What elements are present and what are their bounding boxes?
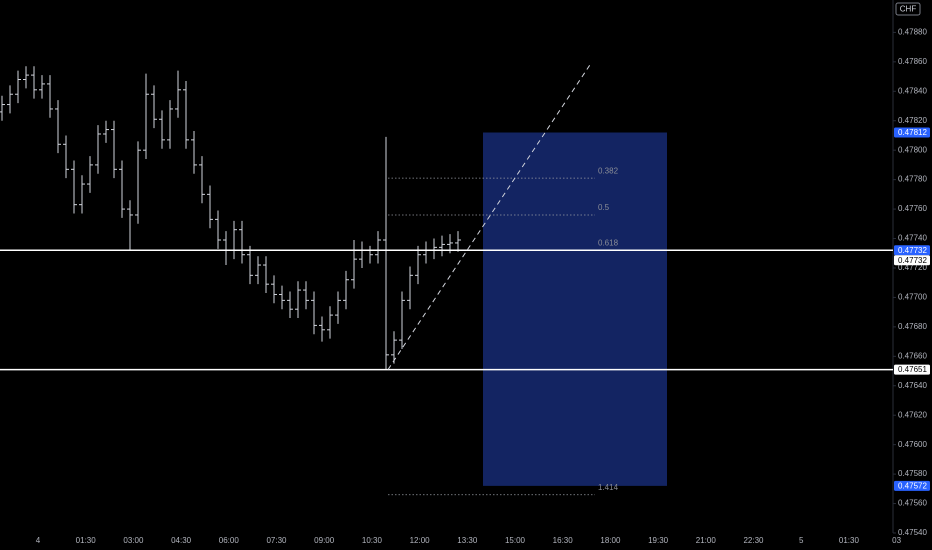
price-label-box	[894, 127, 930, 138]
y-tick-label: 0.47580	[898, 469, 927, 478]
x-tick-label: 10:30	[362, 536, 383, 545]
fib-label: 1.414	[598, 483, 619, 492]
x-tick-label: 18:00	[600, 536, 621, 545]
y-tick-label: 0.47680	[898, 322, 927, 331]
y-tick-label: 0.47660	[898, 351, 927, 360]
y-tick-label: 0.47760	[898, 204, 927, 213]
x-tick-label: 19:30	[648, 536, 669, 545]
currency[interactable]: CHF	[900, 5, 917, 14]
y-tick-label: 0.47720	[898, 263, 927, 272]
y-tick-label: 0.47780	[898, 175, 927, 184]
y-tick-label: 0.47880	[898, 28, 927, 37]
fib-label: 0.5	[598, 203, 610, 212]
trend-line	[387, 64, 591, 370]
price-label: 0.47732	[898, 246, 927, 255]
x-tick-label: 15:00	[505, 536, 526, 545]
y-tick-label: 0.47640	[898, 381, 927, 390]
x-tick-label: 13:30	[457, 536, 478, 545]
price-label: 0.47651	[898, 365, 927, 374]
x-tick-label: 03:00	[123, 536, 144, 545]
price-label: 0.47732	[898, 256, 927, 265]
x-tick-label: 21:00	[696, 536, 717, 545]
x-tick-label: 4	[36, 536, 41, 545]
x-tick-label: 01:30	[76, 536, 97, 545]
x-tick-label: 5	[799, 536, 804, 545]
y-tick-label: 0.47860	[898, 57, 927, 66]
x-tick-label: 09:00	[314, 536, 335, 545]
price-label: 0.47572	[898, 481, 927, 490]
x-tick-label: 03	[892, 536, 901, 545]
x-tick-label: 01:30	[839, 536, 860, 545]
x-tick-label: 07:30	[266, 536, 287, 545]
price-label-box	[894, 255, 930, 266]
price-label-box	[894, 364, 930, 375]
currency-box[interactable]	[895, 2, 921, 16]
x-tick-label: 12:00	[410, 536, 431, 545]
fib-label: 0.618	[598, 238, 619, 247]
y-tick-label: 0.47620	[898, 410, 927, 419]
fib-label: 0.382	[598, 166, 619, 175]
x-tick-label: 06:00	[219, 536, 240, 545]
y-tick-label: 0.47800	[898, 145, 927, 154]
x-tick-label: 04:30	[171, 536, 192, 545]
y-tick-label: 0.47560	[898, 499, 927, 508]
y-tick-label: 0.47820	[898, 116, 927, 125]
y-tick-label: 0.47840	[898, 86, 927, 95]
price-label-box	[894, 480, 930, 491]
y-tick-label: 0.47700	[898, 293, 927, 302]
y-tick-label: 0.47600	[898, 440, 927, 449]
price-label: 0.47812	[898, 128, 927, 137]
position-box	[483, 132, 667, 486]
x-tick-label: 16:30	[553, 536, 574, 545]
y-tick-label: 0.47740	[898, 234, 927, 243]
x-tick-label: 22:30	[743, 536, 764, 545]
y-tick-label: 0.47540	[898, 528, 927, 537]
price-label-box	[894, 245, 930, 256]
